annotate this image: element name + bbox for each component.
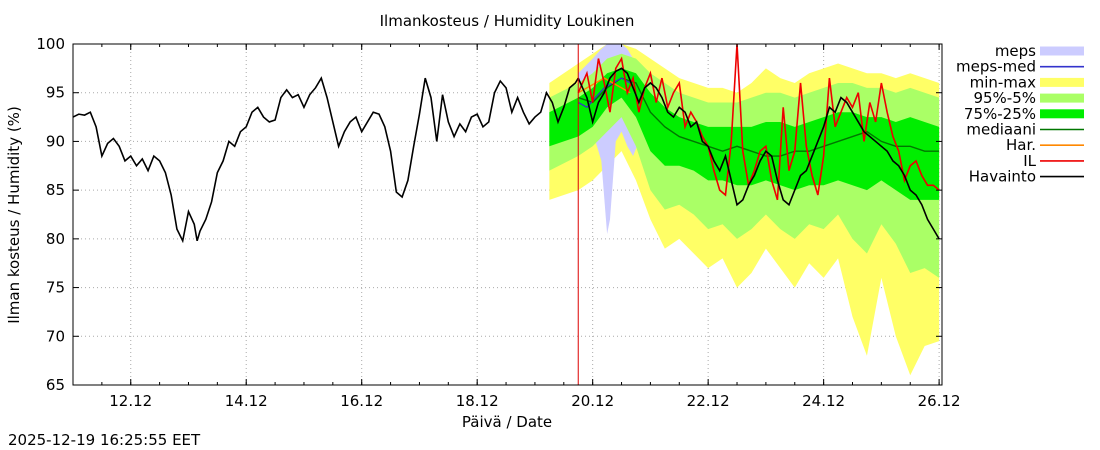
legend-label-mediaani: mediaani xyxy=(966,121,1036,139)
x-tick-label: 16.12 xyxy=(340,392,383,410)
x-tick-label: 12.12 xyxy=(109,392,152,410)
legend-label-p95_5: 95%-5% xyxy=(973,89,1036,107)
y-tick-label: 100 xyxy=(36,35,65,53)
bands-layer xyxy=(549,44,940,376)
x-tick-label: 22.12 xyxy=(687,392,730,410)
timestamp: 2025-12-19 16:25:55 EET xyxy=(8,431,201,449)
legend-label-meps: meps xyxy=(995,42,1036,60)
series-har xyxy=(577,77,631,94)
legend-label-har: Har. xyxy=(1006,136,1036,154)
y-axis-title: Ilman kosteus / Humidity (%) xyxy=(5,106,23,324)
chart-title: Ilmankosteus / Humidity Loukinen xyxy=(380,12,635,30)
tick-labels-layer: 65 70 75 80 85 90 95 100 12.12 14.12 16.12 18.12 20.… xyxy=(36,35,960,410)
x-tick-label: 24.12 xyxy=(802,392,845,410)
legend-label-p75_25: 75%-25% xyxy=(964,105,1036,123)
x-tick-label: 14.12 xyxy=(225,392,268,410)
x-tick-label: 26.12 xyxy=(918,392,961,410)
y-tick-label: 65 xyxy=(46,376,65,394)
x-tick-label: 18.12 xyxy=(456,392,499,410)
y-tick-label: 90 xyxy=(46,132,65,150)
legend-label-minmax: min-max xyxy=(970,73,1037,91)
x-tick-label: 20.12 xyxy=(571,392,614,410)
legend-swatch-minmax xyxy=(1040,77,1084,87)
series-havainto-observed xyxy=(72,76,579,244)
x-axis-title: Päivä / Date xyxy=(462,413,552,431)
y-tick-label: 85 xyxy=(46,181,65,199)
y-tick-label: 80 xyxy=(46,230,65,248)
legend-swatch-p95_5 xyxy=(1040,93,1084,103)
legend-swatch-meps xyxy=(1040,46,1084,56)
y-tick-label: 70 xyxy=(46,327,65,345)
legend-label-havainto: Havainto xyxy=(969,168,1036,186)
legend-label-meps_med: meps-med xyxy=(956,58,1036,76)
legend: mepsmeps-medmin-max95%-5%75%-25%mediaani… xyxy=(956,42,1084,186)
legend-label-il: IL xyxy=(1023,152,1036,170)
series-il xyxy=(577,43,940,201)
series-havainto-forecast xyxy=(577,67,940,240)
legend-swatch-p75_25 xyxy=(1040,109,1084,119)
y-tick-label: 95 xyxy=(46,84,65,102)
y-tick-label: 75 xyxy=(46,279,65,297)
plot-frame xyxy=(72,43,943,386)
lines-layer xyxy=(72,43,940,385)
band-75-25 xyxy=(549,68,940,200)
series-meps-med xyxy=(577,77,631,109)
axes-layer xyxy=(72,43,943,386)
